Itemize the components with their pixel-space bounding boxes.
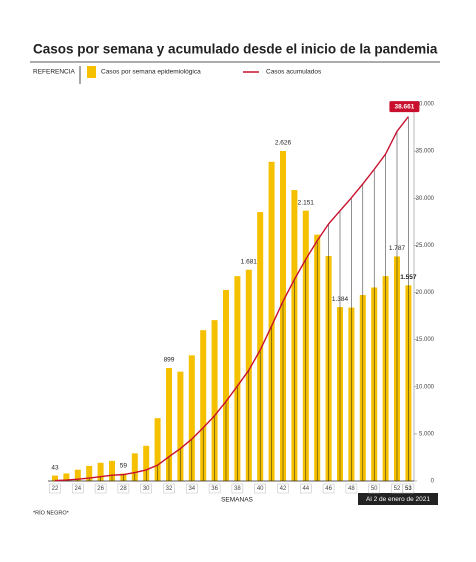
x-tick-box [391,483,403,494]
source: *RÍO NEGRO* [33,509,70,516]
x-tick-box [163,483,175,494]
bar [257,212,264,481]
y2-tick-label: 10.000 [416,384,435,390]
chart-title: Casos por semana y acumulado desde el in… [33,42,438,57]
bar [200,330,207,481]
x-tick-label: 48 [348,486,355,492]
x-tick-label: 38 [234,486,241,492]
y2-tick-label: 5.000 [419,431,435,437]
bar [234,276,241,481]
legend-label: Casos acumulados [266,69,322,76]
x-tick-label: 28 [120,486,127,492]
x-tick-label: 52 [394,486,401,492]
bar [63,473,70,481]
value-label: 2.626 [275,140,292,147]
value-label: 43 [51,464,59,471]
bar [74,469,81,481]
y2-tick-label: 35.000 [416,149,435,155]
x-tick-box [94,483,107,494]
x-tick-box [140,483,152,494]
x-tick-box [322,483,335,494]
annotation: Al 2 de enero de 2021 [366,496,430,503]
x-tick-label: 46 [325,486,332,492]
x-tick-box [300,483,312,494]
value-label: 1.384 [332,296,349,303]
value-label-box [389,101,420,113]
x-tick-label: 40 [257,486,264,492]
x-tick-box [186,483,198,494]
cumulative-line [54,116,409,482]
annotation-box [358,493,438,505]
x-tick-box [254,483,266,494]
x-tick-box [368,483,380,494]
bar [52,475,58,481]
x-tick-box [49,483,61,494]
value-label: 59 [120,462,128,469]
value-label: 899 [164,357,175,364]
x-tick-box [208,483,221,494]
bar [188,355,195,481]
y2-tick-label: 20.000 [416,290,435,296]
bar [109,460,115,481]
x-tick-box [231,483,244,494]
bar [143,445,150,481]
bar [166,368,172,481]
bar [86,465,93,481]
x-tick-label: 24 [74,486,81,492]
x-tick-label: 44 [302,486,309,492]
bar [268,161,275,481]
bar [223,289,229,481]
x-tick-box [117,483,130,494]
y2-tick-label: 0 [431,479,435,485]
y2-tick-label: 40.000 [416,102,435,108]
x-tick-label: 42 [280,486,287,492]
legend-title: REFERENCIA [33,69,76,76]
x-tick-box [72,483,84,494]
value-label: 38.661 [394,103,414,110]
x-tick-label: 30 [143,486,150,492]
x-tick-box [277,483,289,494]
bar [154,418,161,481]
value-label: 1.681 [241,258,258,265]
legend-label: Casos por semana epidemiológica [101,69,201,76]
x-tick-label: 50 [371,486,378,492]
x-tick-label: 32 [166,486,173,492]
y2-tick-label: 25.000 [416,243,435,249]
x-tick-label: 53 [405,486,412,492]
value-label: 1.787 [389,245,406,252]
x-tick-box [402,483,415,494]
bar [131,453,138,481]
x-tick-label: 26 [97,486,104,492]
y2-tick-label: 30.000 [416,196,435,202]
bar [211,320,218,481]
value-label: 2.151 [298,199,315,206]
x-tick-label: 22 [52,486,59,492]
x-tick-label: 36 [211,486,218,492]
y2-tick-label: 15.000 [416,337,435,343]
x-tick-box [345,483,358,494]
x-tick-label: 34 [188,486,195,492]
value-label: 1.557 [400,274,417,281]
bar [177,371,184,481]
legend-swatch [87,66,96,78]
bar [97,462,104,481]
x-axis-title: SEMANAS [221,497,253,504]
